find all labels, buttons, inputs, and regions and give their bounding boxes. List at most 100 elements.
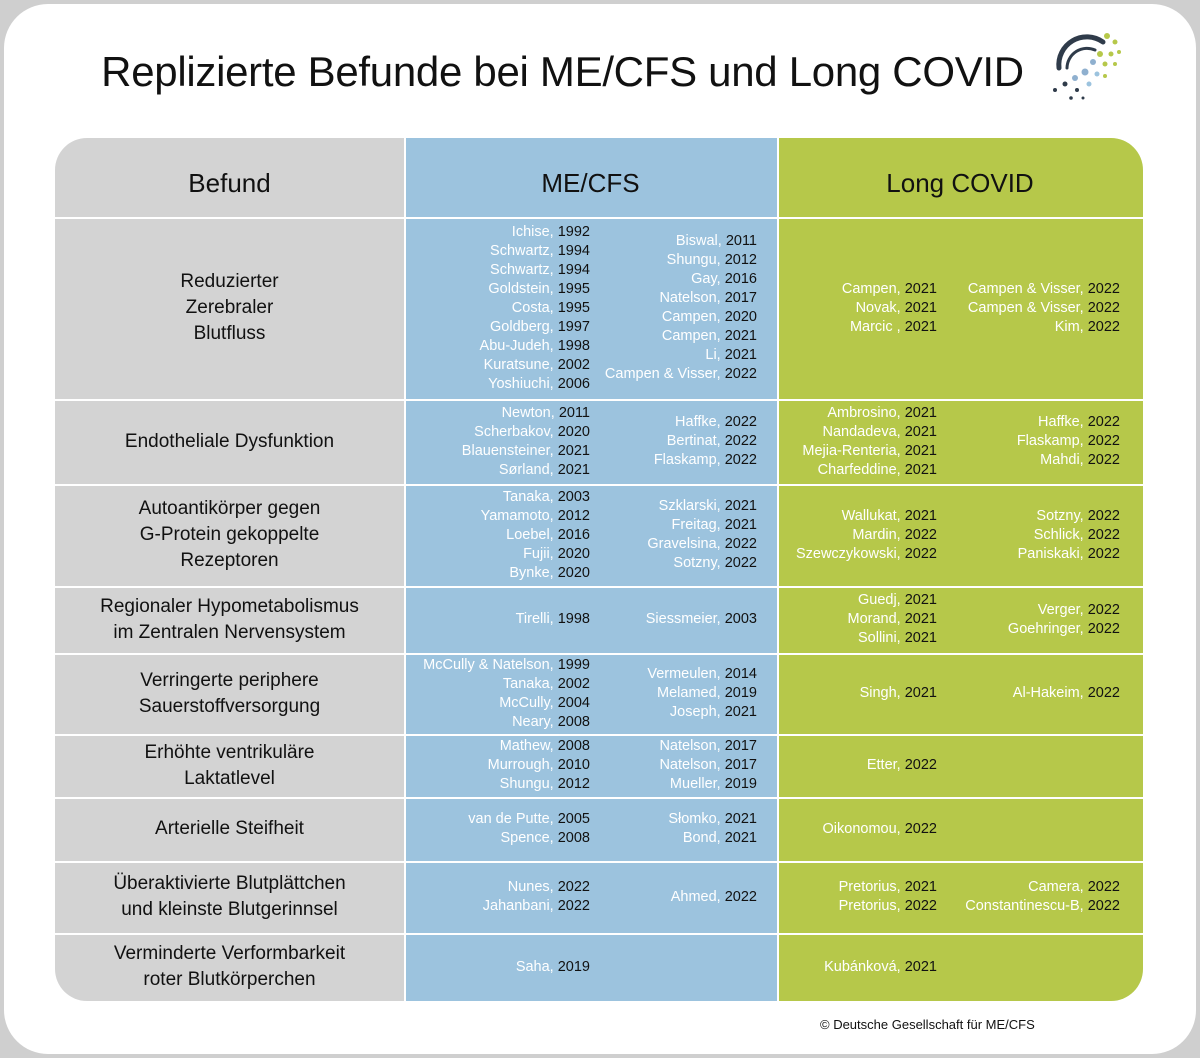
citation: Yamamoto, 2012 [481, 507, 590, 526]
citation: Camera, 2022 [965, 878, 1120, 897]
citation: Abu-Judeh, 1998 [480, 337, 590, 356]
citation-year: 2017 [724, 738, 757, 754]
citation-author: Verger, [1037, 601, 1088, 618]
row-divider [55, 797, 1143, 799]
citation-list: Haffke, 2022 Bertinat, 2022 Flaskamp, 2022 [654, 413, 757, 470]
citation-year: 2022 [1087, 620, 1120, 637]
citation-year: 2021 [557, 461, 590, 478]
citation: Natelson, 2017 [659, 737, 757, 756]
citation-list: Ichise, 1992 Schwartz, 1994 Schwartz, 1994… [480, 223, 590, 394]
citation-author: Shungu, [666, 252, 725, 268]
citation: Szklarski, 2021 [647, 497, 757, 516]
citation-author: Gravelsina, [647, 536, 725, 552]
citation: Verger, 2022 [1008, 601, 1120, 620]
citation-list: Tanaka, 2003 Yamamoto, 2012 Loebel, 2016 Fu… [481, 488, 590, 583]
citation-year: 2022 [1087, 452, 1120, 468]
citation-author: Bertinat, [666, 433, 725, 449]
citation: Pretorius, 2021 [839, 878, 937, 897]
citation-list: Etter, 2022 [867, 756, 937, 775]
citation-year: 2022 [724, 366, 757, 382]
citation: Nandadeva, 2021 [802, 423, 938, 442]
citation-author: Campen, [661, 309, 725, 325]
citation: Joseph, 2021 [647, 703, 757, 722]
citation-author: Schlick, [1033, 526, 1088, 543]
citation: Saha, 2019 [516, 958, 590, 977]
citation: Sotzny, 2022 [1018, 507, 1120, 526]
citation-list: Pretorius, 2021 Pretorius, 2022 [839, 878, 937, 916]
citation-author: Natelson, [659, 290, 725, 306]
citation: Mathew, 2008 [488, 737, 590, 756]
citation-year: 2008 [557, 738, 590, 754]
citation-year: 2017 [724, 757, 757, 773]
citation-list: McCully & Natelson, 1999 Tanaka, 2002 McCu… [423, 656, 590, 732]
citation-author: Wallukat, [841, 507, 905, 524]
citation-year: 2021 [904, 507, 937, 524]
citation: Campen & Visser, 2022 [605, 365, 757, 384]
citation: Scherbakov, 2020 [462, 423, 590, 442]
citation-year: 2004 [557, 694, 590, 711]
finding-label: Reduzierter Zerebraler Blutfluss [55, 217, 404, 399]
citation: McCully & Natelson, 1999 [423, 656, 590, 675]
citation: Li, 2021 [605, 346, 757, 365]
row-divider [55, 734, 1143, 736]
citation: Tirelli, 1998 [516, 610, 590, 629]
citation-author: Haffke, [675, 414, 725, 430]
citation-year: 2022 [724, 536, 757, 552]
citation-year: 2021 [724, 347, 757, 363]
citation-year: 2022 [1087, 526, 1120, 543]
citation: Costa, 1995 [480, 299, 590, 318]
citation-year: 2011 [558, 404, 590, 421]
citation-year: 2021 [904, 442, 937, 459]
citation-year: 2003 [724, 611, 757, 627]
citation-year: 2022 [1087, 433, 1120, 449]
citation: Bond, 2021 [668, 829, 757, 848]
finding-label: Verminderte Verformbarkeit roter Blutkör… [55, 933, 404, 1001]
copyright: © Deutsche Gesellschaft für ME/CFS [820, 1017, 1035, 1032]
row-divider [55, 484, 1143, 486]
citation-author: Sollini, [857, 630, 905, 646]
citation-list: Campen, 2021 Novak, 2021 Marcic , 2021 [842, 280, 937, 337]
citation-author: Campen & Visser, [967, 299, 1088, 316]
row-divider [55, 399, 1143, 401]
citation: Flaskamp, 2022 [1017, 432, 1120, 451]
citation-author: Fujii, [523, 545, 558, 562]
citation-author: McCully & Natelson, [423, 656, 558, 673]
dots-swirl-logo [1053, 33, 1121, 100]
citation-year: 1999 [557, 656, 590, 673]
citation-author: Sotzny, [1036, 507, 1088, 524]
citation-year: 2022 [557, 898, 590, 914]
mecfs-column-bg [404, 138, 777, 1001]
column-divider [404, 138, 406, 1001]
citation: Gay, 2016 [605, 270, 757, 289]
citation-author: Shungu, [499, 776, 558, 792]
citation-list: Mathew, 2008 Murrough, 2010 Shungu, 2012 [488, 737, 590, 794]
finding-text: Endotheliale Dysfunktion [124, 430, 335, 452]
citation: Tanaka, 2003 [481, 488, 590, 507]
citation: Sørland, 2021 [462, 461, 590, 480]
row-divider [55, 653, 1143, 655]
citation-year: 2022 [724, 414, 757, 430]
row-divider [55, 586, 1143, 588]
citation-list: Wallukat, 2021 Mardin, 2022 Szewczykowski,… [796, 507, 937, 564]
citation-author: Goehringer, [1007, 620, 1088, 637]
citation-author: Neary, [512, 713, 558, 730]
citation: Marcic , 2021 [842, 318, 937, 337]
finding-text: Autoantikörper gegen G-Protein gekoppelt… [138, 498, 321, 571]
citation: Shungu, 2012 [488, 775, 590, 794]
citation: Pretorius, 2022 [839, 897, 937, 916]
citation-author: Costa, [511, 299, 558, 316]
befund-column-bg [55, 138, 404, 1001]
citation-year: 2002 [557, 675, 590, 692]
citation-list: van de Putte, 2005 Spence, 2008 [468, 810, 590, 848]
finding-label: Endotheliale Dysfunktion [55, 399, 404, 484]
citation-author: Gay, [691, 271, 725, 287]
citation-author: Natelson, [659, 738, 725, 754]
citation: Campen & Visser, 2022 [968, 280, 1120, 299]
citation-author: Szewczykowski, [795, 545, 905, 562]
citation-author: Pretorius, [838, 898, 905, 914]
citation: Wallukat, 2021 [796, 507, 937, 526]
citation: Freitag, 2021 [647, 516, 757, 535]
citation-year: 2002 [557, 356, 590, 373]
citation-year: 2021 [557, 442, 590, 459]
citation-year: 2011 [725, 233, 757, 249]
